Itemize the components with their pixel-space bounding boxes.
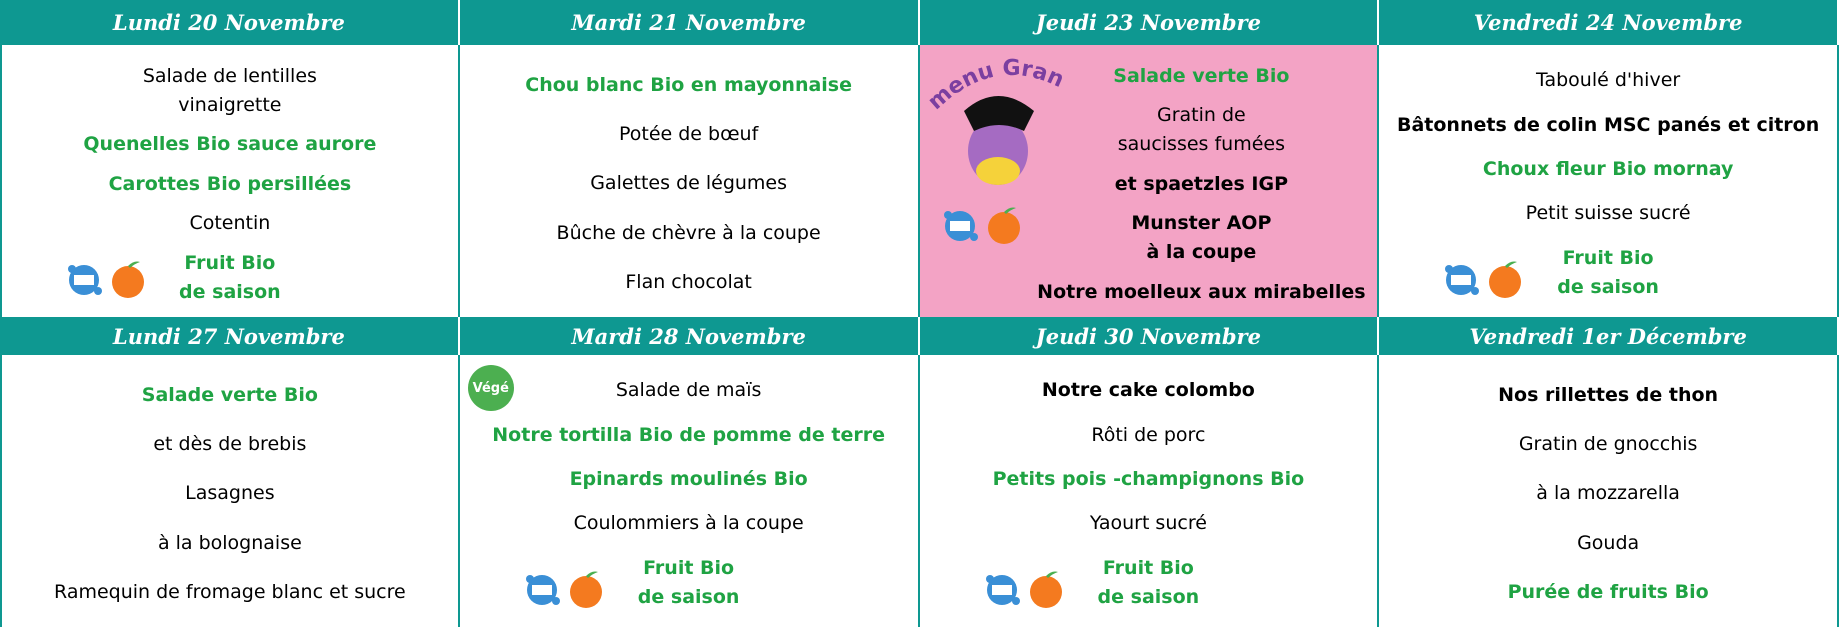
menu-item: Bûche de chèvre à la coupe <box>556 221 821 244</box>
menu-item: Lasagnes <box>185 482 275 505</box>
menu-item: Chou blanc Bio en mayonnaise <box>525 74 852 97</box>
menu-item: Coulommiers à la coupe <box>573 512 804 535</box>
week: Lundi 20 Novembre Salade de lentilles vin… <box>0 0 1839 317</box>
day-cell: Taboulé d'hiver Bâtonnets de colin MSC pa… <box>1379 45 1839 317</box>
logos <box>938 203 1028 249</box>
menu-item: Taboulé d'hiver <box>1536 69 1681 92</box>
badge-art: menu Grand Est <box>918 32 1067 185</box>
menu-item: et dès de brebis <box>153 433 307 456</box>
menu-item: Gouda <box>1577 531 1640 554</box>
day-header: Lundi 20 Novembre <box>0 0 460 45</box>
day-header: Jeudi 23 Novembre <box>919 0 1380 45</box>
menu-item: Cotentin <box>189 212 271 234</box>
day-cell: Salade verte Bio Gratin de saucisses fumé… <box>918 32 1380 317</box>
menu-item: Notre tortilla Bio de pomme de terre <box>492 423 885 446</box>
menu-item: Nos rillettes de thon <box>1498 384 1719 407</box>
day-header: Jeudi 30 Novembre <box>919 317 1380 355</box>
day-cell: Salade verte Bio et dès de brebis Lasagnes… <box>0 355 460 627</box>
day-cell: Nos rillettes de thon Gratin de gnocchis à… <box>1379 355 1839 627</box>
badge: menu Grand Est <box>918 32 1076 211</box>
logos <box>520 567 610 613</box>
day-cell: Notre cake colombo Rôti de porc Petits poi… <box>920 355 1380 627</box>
day-header: Vendredi 24 Novembre <box>1379 0 1839 45</box>
menu-item: Yaourt sucré <box>1089 512 1207 535</box>
menu-item: Gratin de saucisses fumées <box>1117 104 1285 155</box>
menu-item: Salade de lentilles vinaigrette <box>142 64 317 116</box>
menu-item: Quenelles Bio sauce aurore <box>83 133 377 155</box>
menu-item: Rôti de porc <box>1091 423 1206 446</box>
menu-item: Carottes Bio persillées <box>108 172 352 195</box>
week: Lundi 27 Novembre Salade verte Bio et dès … <box>0 317 1839 627</box>
logos <box>62 257 152 303</box>
menu-item: Purée de fruits Bio <box>1507 580 1709 603</box>
menu-item: Notre cake colombo <box>1041 379 1255 402</box>
menu-item: Galettes de légumes <box>590 172 788 195</box>
menu-item: à la bolognaise <box>157 531 302 554</box>
menu-item: Ramequin de fromage blanc et sucre <box>54 580 406 603</box>
menu-item: Salade de maïs <box>615 379 762 402</box>
logos <box>1439 257 1529 303</box>
day-cell: Salade de lentilles vinaigrette Quenelles… <box>0 45 460 317</box>
menu-item: et spaetzles IGP <box>1114 172 1288 195</box>
menu-item: Gratin de gnocchis <box>1518 433 1698 456</box>
badge: Végé <box>467 365 514 411</box>
day-cell: Chou blanc Bio en mayonnaise Potée de bœu… <box>460 45 920 317</box>
menu-item: Flan chocolat <box>625 270 752 293</box>
menu-item: Epinards moulinés Bio <box>569 467 808 490</box>
day-header: Mardi 28 Novembre <box>459 317 920 355</box>
menu-item: Salade verte Bio <box>1113 64 1290 87</box>
menu-item: Fruit Bio de saison <box>1097 556 1200 608</box>
menu-item: Potée de bœuf <box>618 123 759 146</box>
menu-item: Bâtonnets de colin MSC panés et citron <box>1396 113 1820 136</box>
day-header: Vendredi 1er Décembre <box>1379 317 1839 355</box>
menu-item: Petits pois -champignons Bio <box>992 467 1305 490</box>
day-header: Mardi 21 Novembre <box>459 0 920 45</box>
day-header: Lundi 27 Novembre <box>0 317 460 355</box>
menu-item: Fruit Bio de saison <box>1557 246 1659 298</box>
menu-item: à la mozzarella <box>1536 482 1680 505</box>
menu-item: Notre moelleux aux mirabelles <box>1037 280 1366 303</box>
menu-item: Petit suisse sucré <box>1525 202 1691 225</box>
menu-item: Fruit Bio de saison <box>179 251 281 303</box>
menu-item: Salade verte Bio <box>141 384 318 407</box>
logos <box>980 567 1070 613</box>
menu-item: Fruit Bio de saison <box>637 556 740 608</box>
day-cell: Salade de maïs Notre tortilla Bio de pomm… <box>460 355 920 627</box>
menu-item: Choux fleur Bio mornay <box>1482 157 1734 180</box>
menu-item: Munster AOP à la coupe <box>1131 212 1272 263</box>
